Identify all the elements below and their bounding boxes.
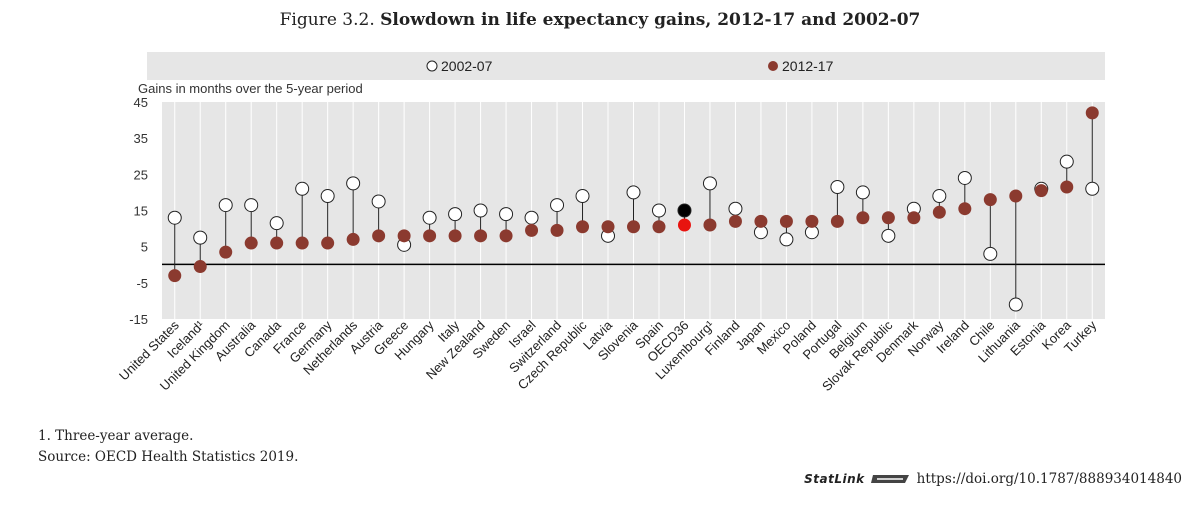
data-point-2012 [856, 211, 870, 225]
data-point-2002 [499, 207, 514, 222]
data-point-2012 [270, 236, 284, 250]
data-point-2002 [881, 228, 896, 243]
data-point-2002 [550, 198, 565, 213]
legend-marker-2002 [426, 60, 438, 72]
notes: 1. Three-year average. Source: OECD Heal… [38, 426, 298, 468]
figure-title: Figure 3.2. Slowdown in life expectancy … [0, 10, 1200, 30]
data-point-2012 [728, 214, 742, 228]
data-point-2002 [244, 198, 259, 213]
data-point-2002 [702, 176, 717, 191]
y-tick-label: 5 [141, 240, 148, 255]
y-tick-label: 25 [134, 167, 148, 182]
figure-number: Figure 3.2. [279, 10, 375, 30]
data-point-2012 [779, 214, 793, 228]
data-point-2002 [167, 210, 182, 225]
data-point-2012 [448, 229, 462, 243]
data-point-2012 [703, 218, 717, 232]
series-2002-07 [167, 154, 1100, 312]
source-note: Source: OECD Health Statistics 2019. [38, 449, 299, 465]
data-point-2012 [576, 220, 590, 234]
data-point-2012 [474, 229, 488, 243]
data-point-2012 [397, 229, 411, 243]
data-point-2002 [575, 189, 590, 204]
y-tick-label: -5 [136, 276, 148, 291]
data-point-2002 [524, 210, 539, 225]
footnote: 1. Three-year average. [38, 428, 194, 444]
data-point-2002 [295, 181, 310, 196]
data-point-2012 [601, 220, 615, 234]
data-point-2012 [321, 236, 335, 250]
data-point-2002 [218, 198, 233, 213]
data-point-2002 [932, 189, 947, 204]
data-point-2002 [779, 232, 794, 247]
data-point-2012 [525, 223, 539, 237]
data-point-2012 [627, 220, 640, 234]
data-point-2012 [1060, 180, 1074, 194]
data-point-2002 [193, 230, 208, 245]
data-point-2012 [346, 232, 360, 246]
data-point-2012 [805, 214, 819, 228]
oecd-point-2002 [677, 203, 692, 218]
legend-marker-2012 [768, 61, 778, 71]
data-point-2002 [830, 179, 845, 194]
data-point-2012 [1034, 184, 1048, 198]
y-tick-label: 35 [134, 131, 148, 146]
data-point-2002 [651, 203, 666, 218]
y-tick-label: 45 [134, 95, 148, 110]
statlink-label: StatLink [804, 472, 865, 486]
data-point-2002 [473, 203, 488, 218]
statlink-logo-icon [870, 475, 909, 483]
y-tick-label: 15 [134, 204, 148, 219]
oecd-point-2012 [677, 218, 691, 232]
legend-band [147, 52, 1105, 80]
data-point-2012 [244, 236, 258, 250]
data-point-2002 [320, 189, 335, 204]
data-point-2012 [652, 220, 666, 234]
statlink-url[interactable]: https://doi.org/10.1787/888934014840 [916, 471, 1182, 487]
data-point-2012 [423, 229, 437, 243]
y-axis-ticks: 45 35 25 15 5 -5 -15 [129, 95, 148, 327]
data-point-2002 [626, 185, 641, 200]
data-point-2002 [1008, 297, 1023, 312]
data-point-2002 [422, 210, 437, 225]
data-point-2002 [983, 246, 998, 261]
figure-heading: Slowdown in life expectancy gains, 2012-… [380, 10, 921, 30]
y-axis-label: Gains in months over the 5-year period [138, 81, 363, 96]
data-point-2002 [728, 201, 743, 216]
data-point-2012 [754, 214, 768, 228]
data-point-2002 [448, 207, 463, 222]
data-point-2012 [830, 214, 844, 228]
data-point-2002 [346, 176, 361, 191]
data-point-2012 [295, 236, 309, 250]
data-point-2012 [907, 211, 921, 225]
data-point-2012 [499, 229, 513, 243]
y-tick-label: -15 [129, 312, 148, 327]
legend-label-2002: 2002-07 [441, 58, 493, 74]
data-point-2012 [1009, 189, 1023, 203]
data-point-2012 [881, 211, 895, 225]
data-point-2012 [550, 223, 564, 237]
legend-label-2012: 2012-17 [782, 58, 834, 74]
data-point-2012 [1085, 106, 1099, 120]
data-point-2002 [957, 170, 972, 185]
data-point-2002 [269, 216, 284, 231]
data-point-2012 [219, 245, 233, 259]
series-2012-17 [168, 106, 1099, 283]
data-point-2012 [168, 269, 182, 283]
data-point-2012 [372, 229, 386, 243]
dot-chart: 2002-07 2012-17 Gains in months over the… [116, 52, 1105, 394]
data-point-2002 [1059, 154, 1074, 169]
data-point-2012 [983, 193, 997, 207]
statlink[interactable]: StatLink https://doi.org/10.1787/8889340… [804, 471, 1182, 487]
data-point-2002 [855, 185, 870, 200]
data-point-2002 [371, 194, 386, 209]
data-point-2012 [932, 205, 946, 219]
data-point-2012 [958, 202, 972, 216]
data-point-2012 [193, 260, 207, 274]
data-point-2002 [1085, 181, 1100, 196]
